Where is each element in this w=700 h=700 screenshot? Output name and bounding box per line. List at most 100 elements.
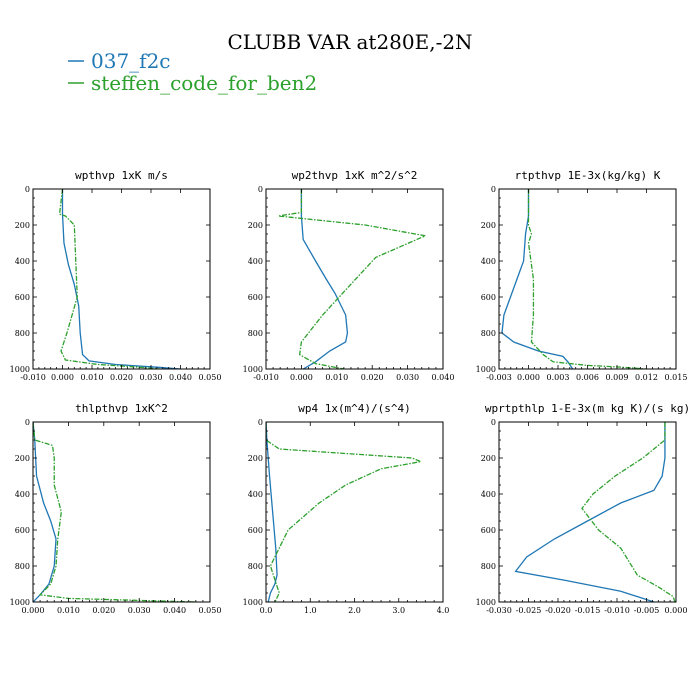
y-tick-label: 200 <box>481 454 496 463</box>
y-tick-label: 0 <box>258 418 263 427</box>
x-tick-label: 0.000 <box>665 606 688 615</box>
x-tick-label: 0.050 <box>199 606 222 615</box>
y-tick-label: 600 <box>15 293 30 302</box>
y-tick-label: 0 <box>258 185 263 194</box>
legend: 037_f2c steffen_code_for_ben2 <box>68 49 317 95</box>
y-tick-label: 600 <box>248 293 263 302</box>
y-tick-label: 0 <box>491 418 496 427</box>
plot-frame <box>32 188 211 370</box>
y-tick-label: 200 <box>15 221 30 230</box>
panel-title: wprtpthlp 1-E-3x(m kg K)/(s kg) <box>485 402 690 415</box>
plot-frame <box>32 421 211 603</box>
y-tick-label: 0 <box>25 418 30 427</box>
series-line-steffen <box>33 422 196 602</box>
y-tick-label: 0 <box>491 185 496 194</box>
y-tick-label: 800 <box>248 329 263 338</box>
series-line-f2c <box>300 189 349 369</box>
y-tick-label: 400 <box>481 257 496 266</box>
x-tick-label: 0.000 <box>22 606 45 615</box>
y-tick-label: 400 <box>15 257 30 266</box>
legend-label-2: steffen_code_for_ben2 <box>91 71 317 95</box>
series-line-f2c <box>514 422 666 602</box>
x-tick-label: 0.020 <box>92 606 115 615</box>
x-tick-label: 3.0 <box>392 606 405 615</box>
y-tick-label: 800 <box>481 329 496 338</box>
y-tick-label: 200 <box>248 221 263 230</box>
series-line-steffen <box>58 189 160 369</box>
x-tick-label: 0.010 <box>81 373 104 382</box>
x-tick-label: 0.010 <box>325 373 348 382</box>
series-line-f2c <box>501 189 574 369</box>
x-tick-label: 0.012 <box>635 373 658 382</box>
y-tick-label: 1000 <box>10 598 30 607</box>
y-tick-label: 600 <box>481 526 496 535</box>
x-tick-label: 0.020 <box>361 373 384 382</box>
y-tick-label: 400 <box>248 490 263 499</box>
panel-title: rtpthvp 1E-3x(kg/kg) K <box>515 169 661 182</box>
y-tick-label: 800 <box>15 562 30 571</box>
y-tick-label: 1000 <box>243 598 263 607</box>
x-tick-label: -0.003 <box>486 373 512 382</box>
legend-label-1: 037_f2c <box>91 49 171 73</box>
x-tick-label: 0.000 <box>517 373 540 382</box>
figure-title: CLUBB VAR at280E,-2N <box>227 30 472 54</box>
x-tick-label: 4.0 <box>437 606 450 615</box>
chart-panel-5: wp4 1x(m^4)/(s^4) 0.0 1.0 2.0 3.0 4.0 0 200 400 6… <box>243 402 450 615</box>
plot-frame <box>498 421 677 603</box>
y-tick-label: 800 <box>15 329 30 338</box>
x-tick-label: 0.040 <box>432 373 455 382</box>
plot-frame <box>265 188 444 370</box>
series-line-steffen <box>581 422 676 602</box>
y-tick-label: 0 <box>25 185 30 194</box>
x-tick-label: 0.030 <box>128 606 151 615</box>
y-tick-label: 200 <box>248 454 263 463</box>
y-tick-label: 1000 <box>10 365 30 374</box>
x-tick-label: -0.030 <box>486 606 512 615</box>
x-tick-label: -0.010 <box>20 373 46 382</box>
x-tick-label: -0.025 <box>516 606 542 615</box>
x-tick-label: 0.009 <box>606 373 629 382</box>
x-tick-label: 0.010 <box>57 606 80 615</box>
chart-panel-6: wprtpthlp 1-E-3x(m kg K)/(s kg) -0.030 -0.… <box>476 402 691 615</box>
chart-panel-1: wpthvp 1xK m/s -0.010 0.000 0.010 0.020 0.030… <box>10 169 222 382</box>
y-tick-label: 400 <box>248 257 263 266</box>
y-tick-label: 600 <box>248 526 263 535</box>
x-tick-label: 0.000 <box>51 373 74 382</box>
y-tick-label: 800 <box>248 562 263 571</box>
y-tick-label: 600 <box>481 293 496 302</box>
series-line-f2c <box>266 422 278 602</box>
series-line-steffen <box>266 422 424 602</box>
x-tick-label: 0.030 <box>140 373 163 382</box>
x-tick-label: -0.020 <box>545 606 571 615</box>
x-tick-label: 0.0 <box>260 606 273 615</box>
y-tick-label: 400 <box>15 490 30 499</box>
series-line-f2c <box>61 189 181 369</box>
panel-title: wp2thvp 1xK m^2/s^2 <box>292 169 418 182</box>
series-line-steffen <box>278 189 428 369</box>
x-tick-label: 0.003 <box>547 373 570 382</box>
y-tick-label: 400 <box>481 490 496 499</box>
x-tick-label: 0.006 <box>576 373 599 382</box>
series-line-f2c <box>33 422 57 602</box>
panel-title: wp4 1x(m^4)/(s^4) <box>298 402 411 415</box>
y-tick-label: 200 <box>481 221 496 230</box>
y-tick-label: 1000 <box>243 365 263 374</box>
x-tick-label: 0.015 <box>665 373 688 382</box>
x-tick-label: 0.030 <box>396 373 419 382</box>
y-tick-label: 600 <box>15 526 30 535</box>
panels: wpthvp 1xK m/s-0.010 0.000 0.010 0.020 0.030… <box>10 169 691 615</box>
x-tick-label: 0.040 <box>163 606 186 615</box>
chart-panel-4: thlpthvp 1xK^2 0.000 0.010 0.020 0.030 0.040 0… <box>10 402 222 615</box>
x-tick-label: -0.005 <box>634 606 660 615</box>
x-tick-label: 0.020 <box>110 373 133 382</box>
plot-frame <box>498 188 677 370</box>
x-tick-label: -0.010 <box>604 606 630 615</box>
y-tick-label: 800 <box>481 562 496 571</box>
chart-panel-3: rtpthvp 1E-3x(kg/kg) K -0.003 0.000 0.003 0.… <box>476 169 688 382</box>
x-tick-label: 0.000 <box>290 373 313 382</box>
x-tick-label: 1.0 <box>304 606 317 615</box>
y-tick-label: 1000 <box>476 365 496 374</box>
series-line-steffen <box>527 189 647 369</box>
y-tick-label: 1000 <box>476 598 496 607</box>
